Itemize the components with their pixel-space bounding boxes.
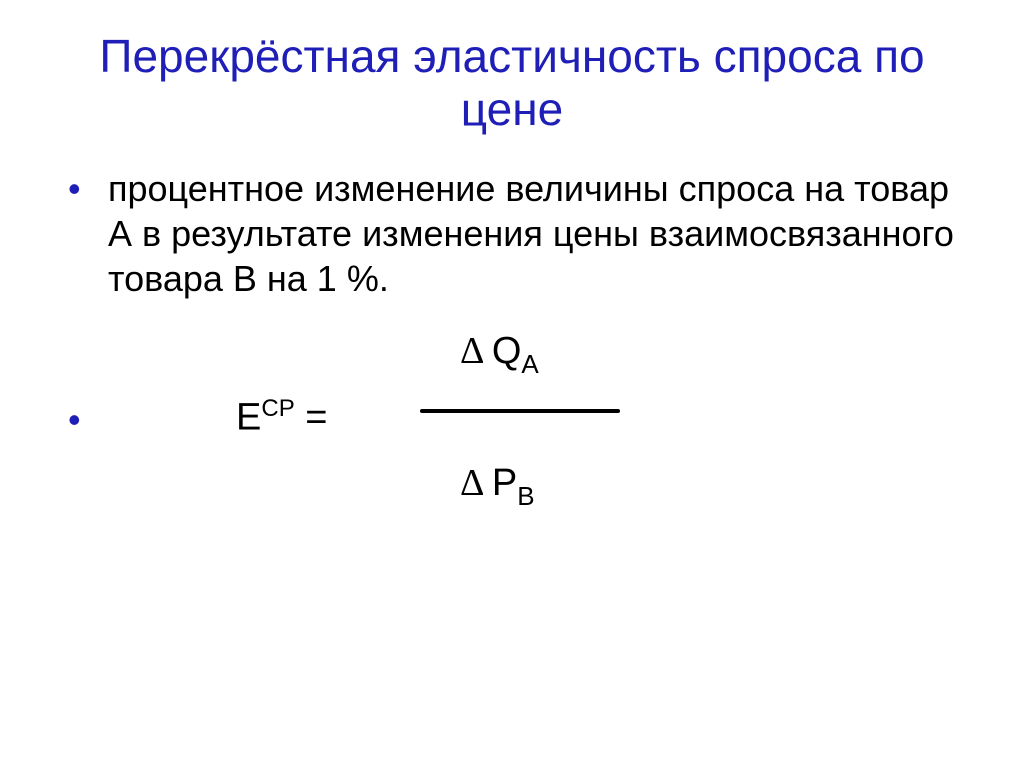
bullet-list: процентное изменение величины спроса на … [60, 166, 964, 301]
slide: Перекрёстная эластичность спроса по цене… [0, 0, 1024, 767]
denominator-var: Р [492, 462, 517, 504]
slide-title: Перекрёстная эластичность спроса по цене [60, 30, 964, 136]
denominator-delta: Δ [460, 462, 492, 504]
definition-text: процентное изменение величины спроса на … [108, 168, 954, 299]
formula-lhs-sup: СР [261, 395, 294, 422]
denominator-sub: В [517, 481, 534, 511]
numerator-var: Q [492, 330, 522, 372]
numerator-delta: Δ [460, 330, 492, 372]
definition-bullet: процентное изменение величины спроса на … [60, 166, 964, 301]
formula-equals: = [295, 396, 328, 438]
formula-bullet-marker: • [68, 399, 81, 441]
formula-lhs: EСР = [236, 395, 327, 440]
formula-numerator: Δ QА [460, 329, 539, 379]
formula-denominator: Δ РВ [460, 461, 535, 511]
fraction-bar [420, 409, 620, 413]
formula: • EСР = Δ QА Δ РВ [60, 311, 964, 531]
formula-lhs-base: E [236, 396, 261, 438]
numerator-sub: А [521, 349, 538, 379]
